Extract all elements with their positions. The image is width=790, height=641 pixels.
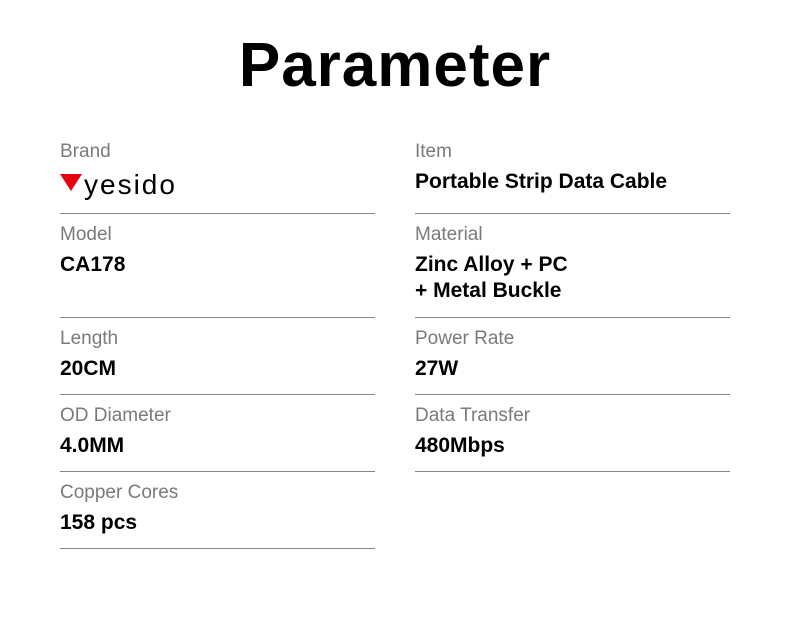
spec-model: Model CA178 <box>60 214 375 318</box>
spec-brand: Brand yesido <box>60 131 375 214</box>
spec-power-rate: Power Rate 27W <box>415 318 730 395</box>
spec-value: 4.0MM <box>60 433 375 459</box>
spec-label: Item <box>415 141 730 163</box>
spec-label: Data Transfer <box>415 405 730 427</box>
spec-label: Model <box>60 224 375 246</box>
spec-item: Item Portable Strip Data Cable <box>415 131 730 214</box>
spec-length: Length 20CM <box>60 318 375 395</box>
spec-value: 158 pcs <box>60 510 375 536</box>
brand-logo: yesido <box>60 169 375 201</box>
spec-value: CA178 <box>60 252 375 278</box>
page-title: Parameter <box>60 30 730 101</box>
spec-empty <box>415 472 730 549</box>
spec-label: Copper Cores <box>60 482 375 504</box>
spec-value: 20CM <box>60 356 375 382</box>
spec-label: Brand <box>60 141 375 163</box>
spec-material: Material Zinc Alloy + PC + Metal Buckle <box>415 214 730 318</box>
spec-data-transfer: Data Transfer 480Mbps <box>415 395 730 472</box>
spec-label: Power Rate <box>415 328 730 350</box>
spec-label: Length <box>60 328 375 350</box>
spec-label: OD Diameter <box>60 405 375 427</box>
spec-value: 480Mbps <box>415 433 730 459</box>
spec-grid: Brand yesido Item Portable Strip Data Ca… <box>60 131 730 549</box>
spec-value: 27W <box>415 356 730 382</box>
logo-text: yesido <box>84 169 177 201</box>
spec-label: Material <box>415 224 730 246</box>
spec-od-diameter: OD Diameter 4.0MM <box>60 395 375 472</box>
logo-triangle-icon <box>60 174 82 197</box>
spec-value: Portable Strip Data Cable <box>415 169 730 195</box>
spec-copper-cores: Copper Cores 158 pcs <box>60 472 375 549</box>
spec-value: Zinc Alloy + PC + Metal Buckle <box>415 252 730 305</box>
